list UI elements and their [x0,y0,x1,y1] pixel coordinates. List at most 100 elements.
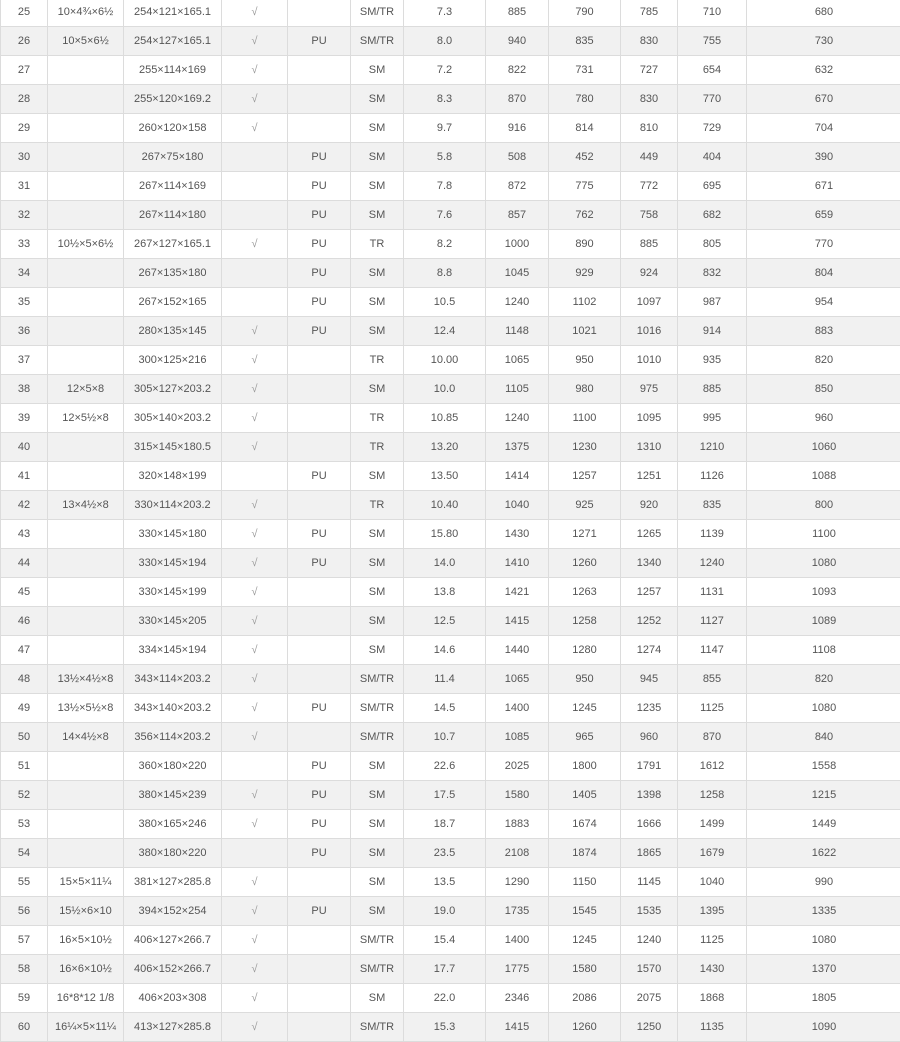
weight: 10.00 [403,345,486,375]
row-number: 52 [0,780,48,810]
size-mm: 267×114×169 [123,171,222,201]
value-3: 830 [620,84,678,114]
value-1: 1085 [485,722,549,752]
size-inch: 16×5×10½ [47,925,124,955]
value-4: 1258 [677,780,747,810]
pu-marker: PU [287,838,351,868]
value-4: 1126 [677,461,747,491]
row-number: 41 [0,461,48,491]
value-2: 1263 [548,577,621,607]
value-5: 704 [746,113,900,143]
value-5: 820 [746,345,900,375]
value-3: 1010 [620,345,678,375]
check-mark [221,258,288,288]
row-number: 40 [0,432,48,462]
value-3: 960 [620,722,678,752]
table-row: 60 16¼×5×11¼ 413×127×285.8 √ SM/TR 15.3 1415 12… [0,1012,900,1042]
value-4: 770 [677,84,747,114]
size-mm: 254×121×165.1 [123,0,222,27]
value-4: 654 [677,55,747,85]
value-1: 1065 [485,345,549,375]
check-mark: √ [221,809,288,839]
value-2: 1800 [548,751,621,781]
table-row: 30 267×75×180 PU SM 5.8 508 452 449 404 390 [0,142,900,172]
weight: 7.2 [403,55,486,85]
table-row: 29 260×120×158 √ SM 9.7 916 814 810 729 704 [0,113,900,143]
check-mark: √ [221,635,288,665]
type: SM/TR [350,693,404,723]
size-mm: 330×145×180 [123,519,222,549]
check-mark: √ [221,867,288,897]
size-inch: 16¼×5×11¼ [47,1012,124,1042]
check-mark: √ [221,345,288,375]
value-5: 1622 [746,838,900,868]
row-number: 39 [0,403,48,433]
check-mark: √ [221,0,288,27]
table-row: 32 267×114×180 PU SM 7.6 857 762 758 682 659 [0,200,900,230]
size-inch [47,200,124,230]
value-3: 920 [620,490,678,520]
table-row: 33 10½×5×6½ 267×127×165.1 √ PU TR 8.2 1000 890 88… [0,229,900,259]
weight: 17.5 [403,780,486,810]
pu-marker [287,722,351,752]
value-5: 1080 [746,548,900,578]
type: SM [350,780,404,810]
pu-marker [287,345,351,375]
value-5: 990 [746,867,900,897]
size-inch [47,548,124,578]
value-1: 1410 [485,548,549,578]
value-4: 832 [677,258,747,288]
value-2: 790 [548,0,621,27]
type: SM [350,519,404,549]
value-3: 1016 [620,316,678,346]
value-4: 835 [677,490,747,520]
pu-marker [287,954,351,984]
value-5: 820 [746,664,900,694]
value-4: 1125 [677,693,747,723]
value-3: 1250 [620,1012,678,1042]
value-2: 1674 [548,809,621,839]
row-number: 28 [0,84,48,114]
value-2: 1260 [548,548,621,578]
value-2: 1102 [548,287,621,317]
pu-marker [287,55,351,85]
check-mark [221,751,288,781]
pu-marker: PU [287,200,351,230]
type: SM [350,287,404,317]
value-1: 2346 [485,983,549,1013]
value-3: 1145 [620,867,678,897]
row-number: 53 [0,809,48,839]
table-row: 44 330×145×194 √ PU SM 14.0 1410 1260 1340 1240 10… [0,548,900,578]
value-2: 929 [548,258,621,288]
type: SM [350,142,404,172]
pu-marker: PU [287,461,351,491]
value-5: 1093 [746,577,900,607]
value-5: 632 [746,55,900,85]
size-inch [47,519,124,549]
table-row: 45 330×145×199 √ SM 13.8 1421 1263 1257 1131 1093 [0,577,900,607]
table-row: 35 267×152×165 PU SM 10.5 1240 1102 1097 987 954 [0,287,900,317]
value-1: 1440 [485,635,549,665]
size-inch: 12×5½×8 [47,403,124,433]
value-5: 1089 [746,606,900,636]
row-number: 32 [0,200,48,230]
value-3: 785 [620,0,678,27]
row-number: 54 [0,838,48,868]
row-number: 38 [0,374,48,404]
weight: 22.6 [403,751,486,781]
table-row: 51 360×180×220 PU SM 22.6 2025 1800 1791 1612 155… [0,751,900,781]
value-2: 1874 [548,838,621,868]
pu-marker: PU [287,171,351,201]
value-1: 1000 [485,229,549,259]
value-3: 1791 [620,751,678,781]
value-1: 1400 [485,925,549,955]
size-mm: 406×127×266.7 [123,925,222,955]
table-row: 49 13½×5½×8 343×140×203.2 √ PU SM/TR 14.5 1400 1… [0,693,900,723]
check-mark: √ [221,84,288,114]
value-5: 1215 [746,780,900,810]
value-2: 762 [548,200,621,230]
value-2: 1100 [548,403,621,433]
weight: 8.0 [403,26,486,56]
table-row: 25 10×4¾×6½ 254×121×165.1 √ SM/TR 7.3 885 790 78… [0,0,900,27]
